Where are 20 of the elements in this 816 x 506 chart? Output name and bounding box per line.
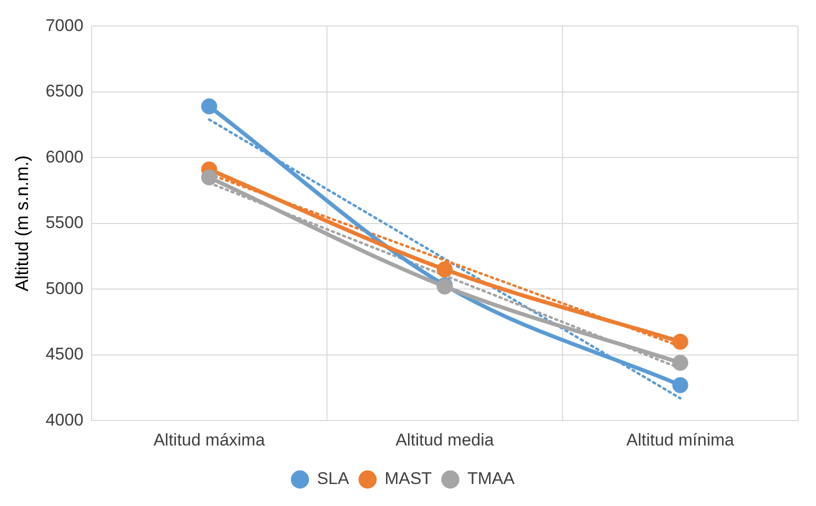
legend-label: SLA — [316, 469, 350, 488]
y-tick-label: 6500 — [46, 82, 84, 101]
point — [672, 377, 688, 394]
point — [201, 98, 218, 114]
point — [201, 169, 218, 186]
y-tick-label: 7000 — [46, 16, 84, 35]
y-tick-label: 5000 — [46, 278, 84, 298]
x-tick-label: Altitud media — [396, 430, 494, 450]
legend-label: TMAA — [467, 469, 516, 488]
legend-label: MAST — [384, 469, 432, 488]
y-axis-title: Altitud (m s.n.m.) — [12, 155, 32, 292]
x-tick-label: Altitud mínima — [626, 430, 735, 450]
y-tick-label: 4000 — [46, 410, 84, 430]
y-tick-label: 4500 — [46, 344, 84, 364]
point — [672, 334, 688, 350]
x-tick-label: Altitud máxima — [153, 430, 266, 450]
y-tick-label: 6000 — [46, 147, 84, 166]
y-tick-label: 5500 — [46, 213, 84, 232]
point — [672, 354, 688, 371]
point — [436, 261, 453, 278]
